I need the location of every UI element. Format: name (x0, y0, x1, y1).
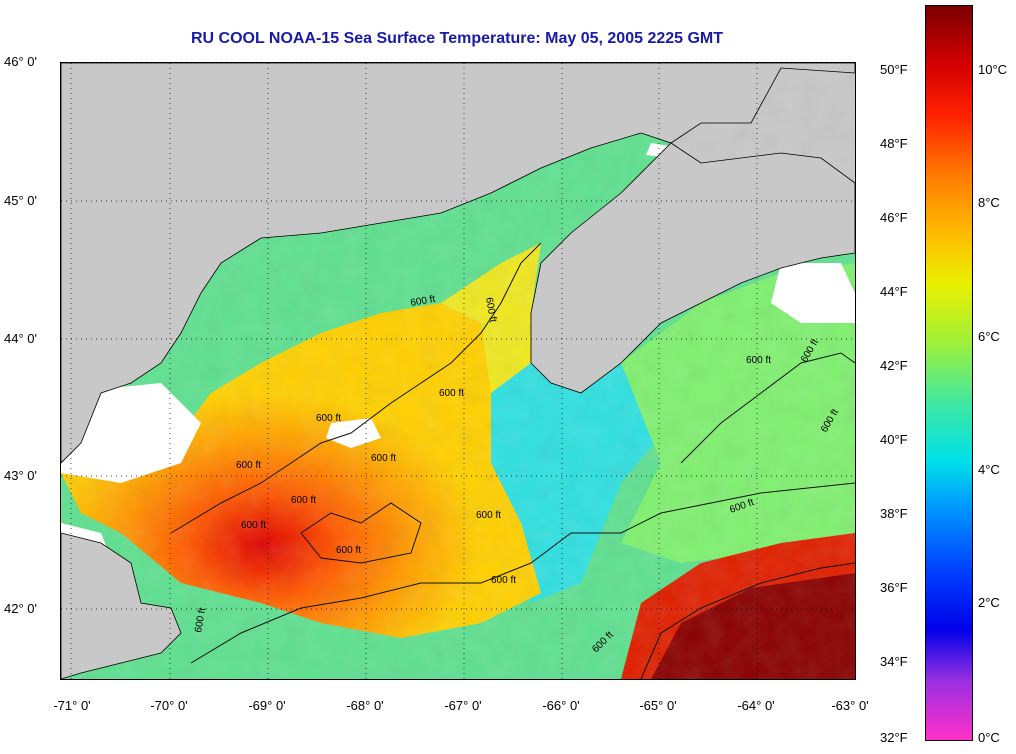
colorbar-c-label: 6°C (978, 329, 1000, 344)
contour-label: 600 ft (336, 545, 361, 556)
colorbar-c-label: 8°C (978, 195, 1000, 210)
lon-label: -63° 0' (831, 698, 869, 713)
colorbar-f-label: 40°F (880, 432, 908, 447)
lat-label: 46° 0' (4, 54, 37, 69)
contour-label: 600 ft (193, 607, 208, 634)
contour-label: 600 ft (476, 510, 501, 521)
colorbar-f-label: 38°F (880, 506, 908, 521)
colorbar-f-label: 50°F (880, 62, 908, 77)
lon-label: -67° 0' (444, 698, 482, 713)
sst-map[interactable]: 600 ft 600 ft 600 ft 600 ft 600 ft 600 f… (60, 62, 856, 680)
land (61, 63, 855, 679)
colorbar-f-label: 42°F (880, 358, 908, 373)
contour-label: 600 ft (483, 297, 498, 324)
lat-label: 45° 0' (4, 193, 37, 208)
contour-label: 600 ft (291, 495, 316, 506)
nova-scotia (530, 142, 855, 394)
temperature-colorbar (925, 5, 973, 741)
lon-label: -64° 0' (737, 698, 775, 713)
contour-label: 600 ft (241, 520, 266, 531)
lon-label: -68° 0' (346, 698, 384, 713)
depth-contours (170, 242, 855, 679)
lat-label: 42° 0' (4, 601, 37, 616)
colorbar-c-label: 2°C (978, 595, 1000, 610)
lon-label: -71° 0' (53, 698, 91, 713)
lon-label: -66° 0' (542, 698, 580, 713)
colorbar-f-label: 44°F (880, 284, 908, 299)
contour-label: 600 ft (236, 460, 261, 471)
colorbar-f-label: 32°F (880, 730, 908, 745)
colorbar-f-label: 46°F (880, 210, 908, 225)
colorbar-c-label: 10°C (978, 62, 1008, 77)
colorbar-c-label: 4°C (978, 462, 1000, 477)
lat-label: 43° 0' (4, 468, 37, 483)
map-title: RU COOL NOAA-15 Sea Surface Temperature:… (190, 30, 724, 47)
maine-coast (61, 63, 855, 464)
colorbar-f-label: 36°F (880, 580, 908, 595)
contour-label: 600 ft (371, 453, 396, 464)
lat-label: 44° 0' (4, 331, 37, 346)
lon-label: -69° 0' (248, 698, 286, 713)
colorbar-f-label: 34°F (880, 654, 908, 669)
contour-label: 600 ft (491, 575, 516, 586)
sst-map-canvas: 600 ft 600 ft 600 ft 600 ft 600 ft 600 f… (61, 63, 855, 679)
cape-cod (61, 532, 182, 679)
colorbar-c-label: 0°C (978, 730, 1000, 745)
contour-label: 600 ft (316, 413, 341, 424)
lon-label: -70° 0' (150, 698, 188, 713)
contour-label: 600 ft (439, 388, 464, 399)
contour-label: 600 ft (746, 355, 771, 366)
colorbar-f-label: 48°F (880, 136, 908, 151)
contour-label: 600 ft (410, 294, 437, 309)
lon-label: -65° 0' (639, 698, 677, 713)
